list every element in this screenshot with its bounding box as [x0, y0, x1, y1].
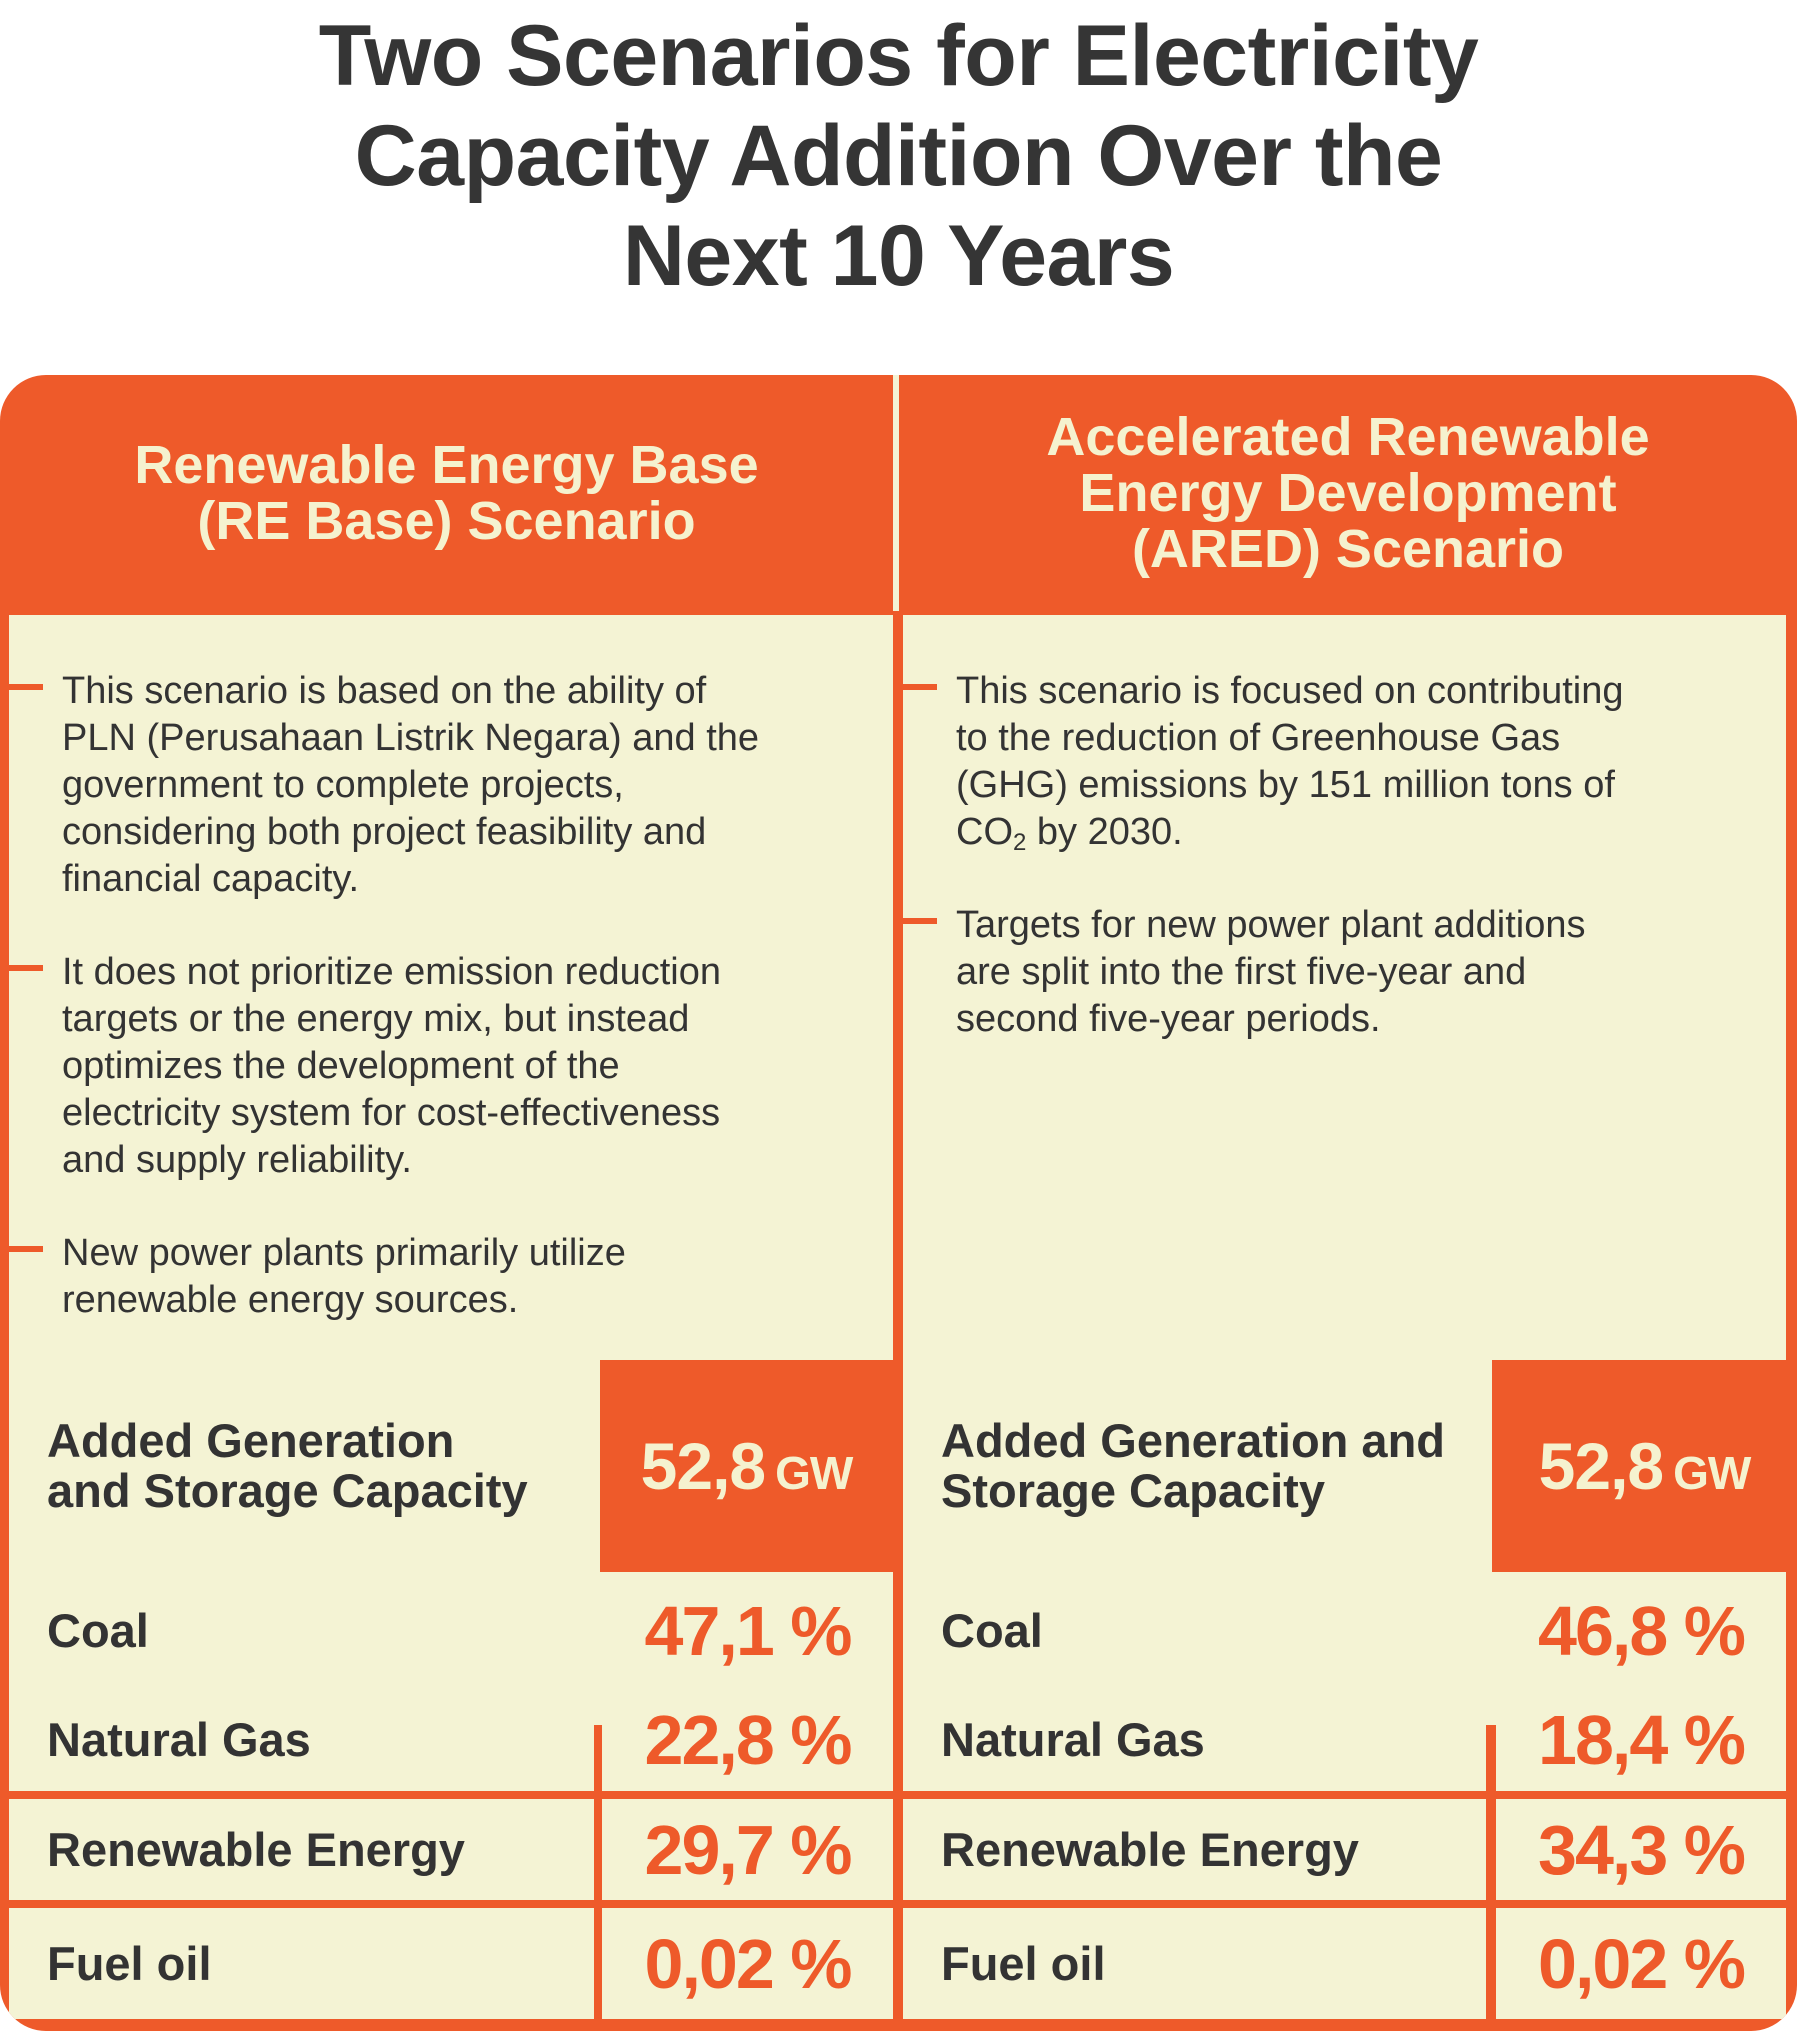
- mix-row-coal-value: 46,8 %: [1496, 1580, 1786, 1681]
- bullet-item: It does not prioritize emission reductio…: [7, 949, 721, 1184]
- bullet-item: New power plants primarily utilize renew…: [7, 1230, 626, 1324]
- re-base-header: Renewable Energy Base (RE Base) Scenario: [134, 435, 759, 551]
- mix-row-fueloil-value: 0,02 %: [1496, 1908, 1786, 2019]
- mix-row-renewable-label: Renewable Energy: [9, 1799, 594, 1900]
- mix-row-gas-value: 18,4 %: [1496, 1689, 1786, 1791]
- dash-icon: [901, 684, 937, 690]
- mix-row-fueloil-label: Fuel oil: [903, 1908, 1486, 2019]
- mix-row-fueloil-label: Fuel oil: [9, 1908, 594, 2019]
- ared-header: Accelerated Renewable Energy Development…: [1046, 407, 1650, 579]
- mix-row-coal-value: 47,1 %: [602, 1580, 893, 1681]
- mix-row-gas-label: Natural Gas: [9, 1689, 594, 1791]
- mix-row-renewable-label: Renewable Energy: [903, 1799, 1486, 1900]
- bullet-item: This scenario is based on the ability of…: [7, 668, 759, 903]
- mix-row-renewable-value: 34,3 %: [1496, 1799, 1786, 1900]
- dash-icon: [901, 918, 937, 924]
- mix-row-renewable-value: 29,7 %: [602, 1799, 893, 1900]
- co2-line: CO2 by 2030.: [956, 811, 1183, 856]
- dash-icon: [7, 1246, 43, 1252]
- mix-row-gas-value: 22,8 %: [602, 1689, 893, 1791]
- bullet-item: This scenario is focused on contributing…: [901, 668, 1623, 856]
- mix-row-coal-label: Coal: [903, 1580, 1486, 1681]
- header-divider: [893, 375, 899, 611]
- dash-icon: [7, 684, 43, 690]
- page-title: Two Scenarios for Electricity Capacity A…: [318, 8, 1479, 304]
- bullet-item: Targets for new power plant additions ar…: [901, 902, 1585, 1043]
- ared-capacity-value: 52,8 GW: [1492, 1360, 1797, 1572]
- ared-capacity-label: Added Generation and Storage Capacity: [903, 1360, 1486, 1572]
- re-base-capacity-label: Added Generation and Storage Capacity: [9, 1360, 594, 1572]
- scenario-comparison-panel: Renewable Energy Base (RE Base) Scenario…: [0, 375, 1797, 2031]
- re-base-capacity-value: 52,8 GW: [600, 1360, 893, 1572]
- mix-row-coal-label: Coal: [9, 1580, 594, 1681]
- mix-row-gas-label: Natural Gas: [903, 1689, 1486, 1791]
- mix-row-fueloil-value: 0,02 %: [602, 1908, 893, 2019]
- dash-icon: [7, 965, 43, 971]
